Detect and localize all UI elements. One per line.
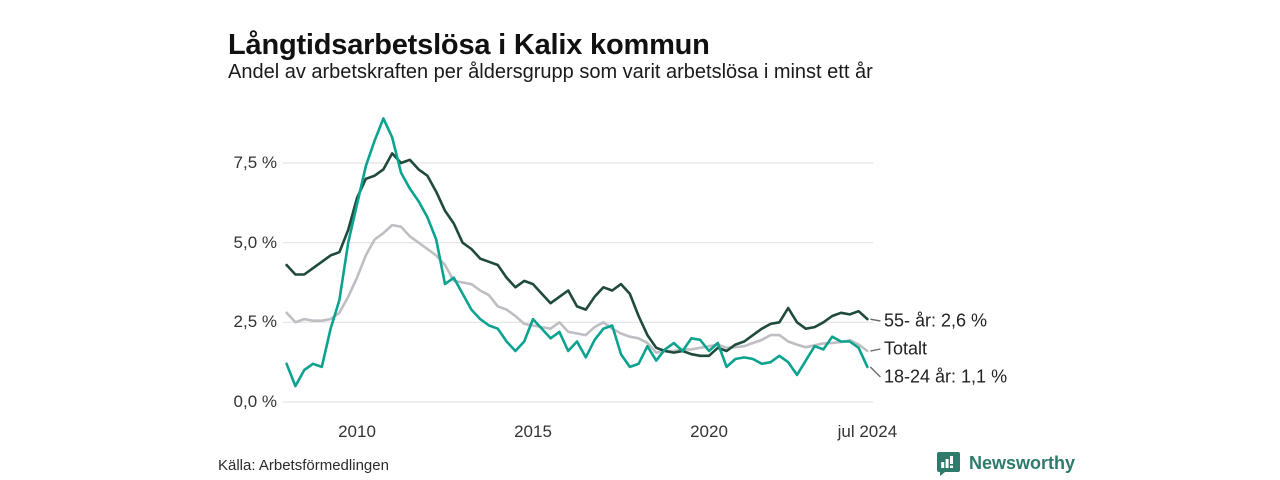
- series-line-18-24-år: [285, 117, 869, 388]
- y-tick-label: 5,0 %: [233, 232, 277, 252]
- chart-subtitle: Andel av arbetskraften per åldersgrupp s…: [228, 61, 873, 83]
- legend-label-55: 55- år: 2,6 %: [884, 310, 988, 331]
- page-title: Långtidsarbetslösa i Kalix kommun: [228, 29, 710, 62]
- y-tick-label: 7,5 %: [233, 152, 277, 172]
- x-tick-label: jul 2024: [837, 422, 898, 441]
- legend-label-18-24: 18-24 år: 1,1 %: [884, 366, 1008, 387]
- source-note: Källa: Arbetsförmedlingen: [218, 457, 389, 474]
- series-lines: [285, 117, 869, 388]
- bar-chart-speech-bubble-icon: [937, 452, 960, 476]
- x-tick-label: 2015: [514, 422, 552, 441]
- series-line-Totalt: [285, 223, 869, 354]
- x-tick-label: 2020: [690, 422, 728, 441]
- brand-name: Newsworthy: [969, 453, 1076, 473]
- gridlines: [283, 162, 873, 403]
- legend-connectors: [869, 318, 881, 378]
- series-line-55--år: [285, 152, 869, 358]
- brand-logo[interactable]: Newsworthy: [936, 451, 1075, 476]
- legend-label-totalt: Totalt: [884, 338, 928, 359]
- y-tick-label: 0,0 %: [233, 392, 277, 411]
- y-tick-label: 2,5 %: [233, 312, 277, 332]
- x-tick-label: 2010: [338, 422, 376, 441]
